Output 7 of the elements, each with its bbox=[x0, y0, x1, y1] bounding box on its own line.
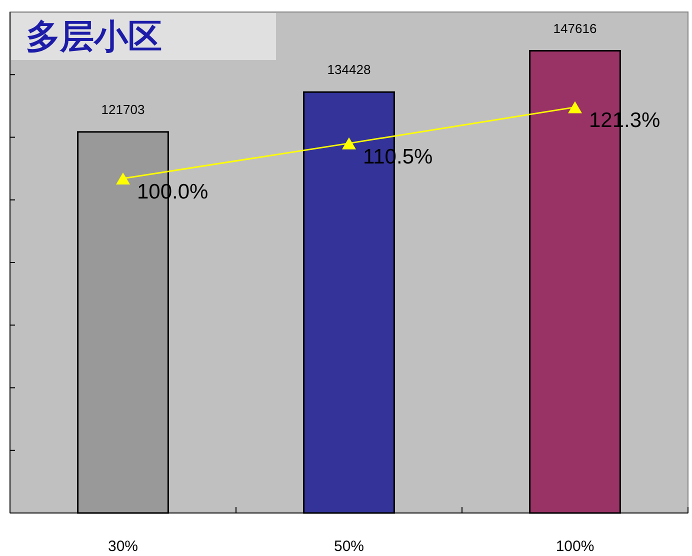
chart-title: 多层小区 bbox=[26, 17, 162, 57]
data-label: 147616 bbox=[553, 20, 597, 36]
x-tick-label: 30% bbox=[108, 538, 138, 555]
x-tick-label: 100% bbox=[556, 538, 594, 555]
data-label: 134428 bbox=[327, 62, 371, 78]
x-tick-label: 50% bbox=[334, 538, 364, 555]
data-label: 121703 bbox=[101, 102, 145, 117]
